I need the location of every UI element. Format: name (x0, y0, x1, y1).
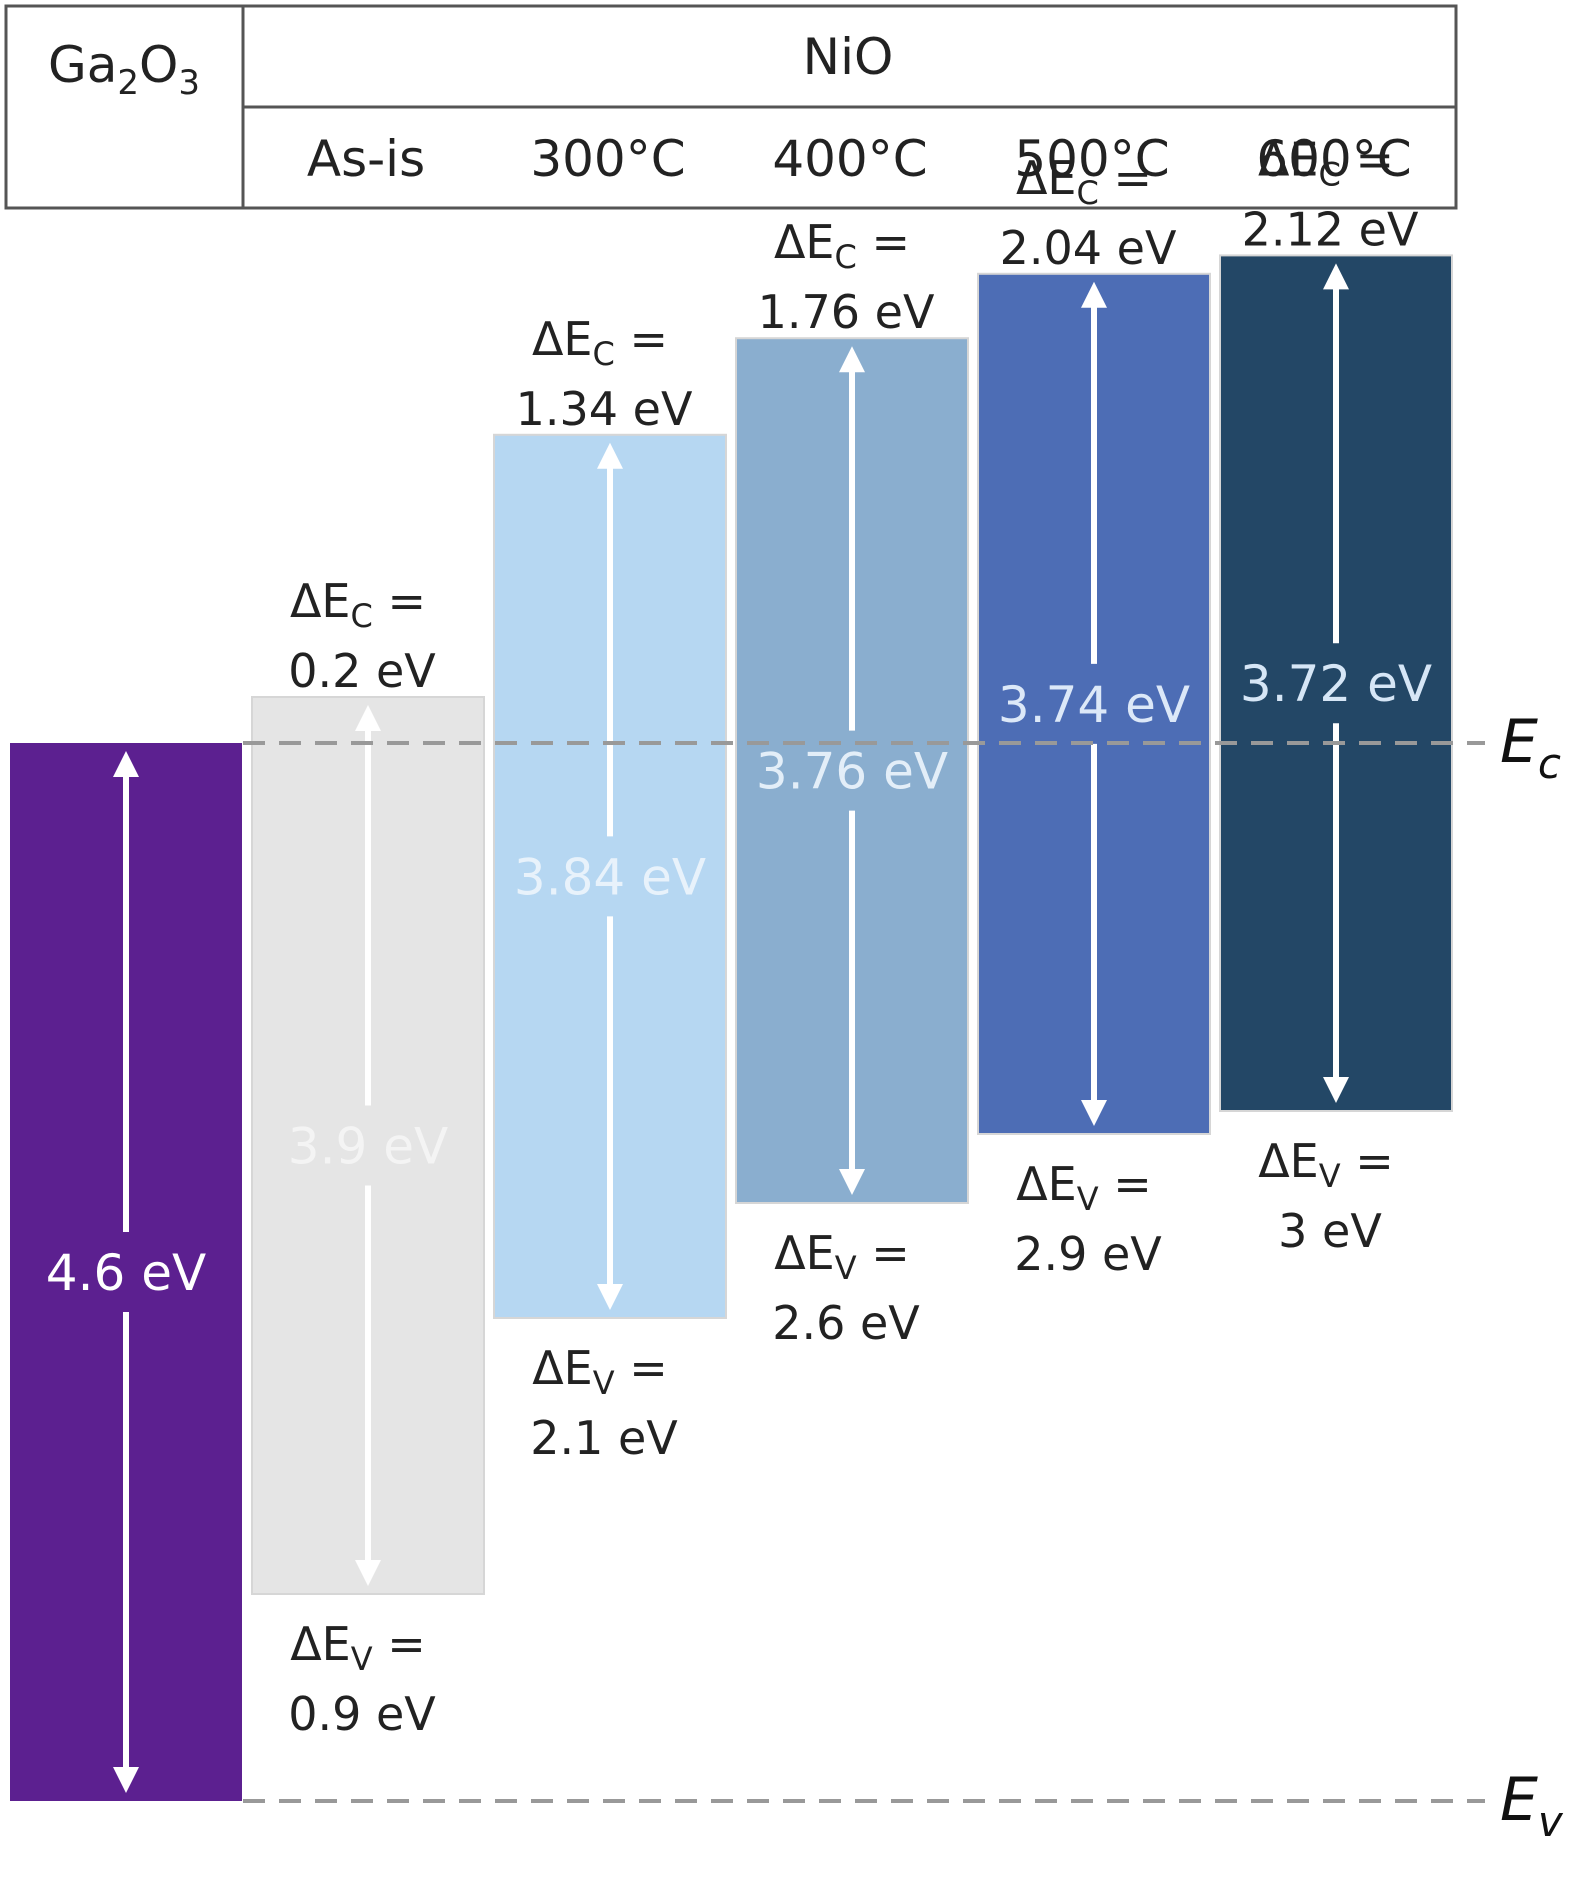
condition-header-600c: 600°C (1256, 130, 1411, 188)
band-columns: 4.6 eV 3.9 eV ΔEC = 0.2 eV ΔEV = 0.9 eV 3.84 e… (10, 132, 1453, 1801)
condition-header-as-is: As-is (307, 130, 425, 188)
band-column-nio-500-c: 3.74 eV ΔEC = 2.04 eV ΔEV = 2.9 eV (977, 151, 1211, 1281)
valence-offset-heading-nio-600-c: ΔEV = (1258, 1134, 1394, 1195)
valence-offset-value-nio-as-is: 0.9 eV (288, 1687, 436, 1741)
header-table: Ga2O3 NiO As-is 300°C 400°C 500°C 600°C (4, 4, 1458, 210)
band-column-ga2o3: 4.6 eV (10, 743, 242, 1801)
condition-header-500c: 500°C (1014, 130, 1169, 188)
ga2o3-header: Ga2O3 (48, 36, 200, 103)
condition-header-300c: 300°C (530, 130, 685, 188)
bandgap-arrow-nio-400-c (839, 346, 865, 1195)
band-column-nio-300-c: 3.84 eV ΔEC = 1.34 eV ΔEV = 2.1 eV (493, 312, 727, 1465)
bandgap-arrow-nio-300-c (597, 442, 623, 1310)
valence-offset-value-nio-500-c: 2.9 eV (1014, 1227, 1162, 1281)
ev-level-label: Ev (1500, 1765, 1564, 1846)
bandgap-label-nio-300-c: 3.84 eV (514, 848, 706, 906)
conduction-offset-heading-nio-as-is: ΔEC = (290, 574, 426, 635)
conduction-offset-heading-nio-400-c: ΔEC = (774, 215, 910, 276)
conduction-offset-value-nio-300-c: 1.34 eV (516, 382, 693, 436)
conduction-offset-value-nio-500-c: 2.04 eV (1000, 221, 1177, 275)
band-column-nio-as-is: 3.9 eV ΔEC = 0.2 eV ΔEV = 0.9 eV (251, 574, 485, 1741)
valence-offset-value-nio-600-c: 3 eV (1278, 1204, 1382, 1258)
band-column-nio-400-c: 3.76 eV ΔEC = 1.76 eV ΔEV = 2.6 eV (735, 215, 969, 1350)
bandgap-label-nio-500-c: 3.74 eV (998, 676, 1190, 734)
conduction-offset-value-nio-600-c: 2.12 eV (1242, 202, 1419, 256)
valence-offset-value-nio-400-c: 2.6 eV (772, 1296, 920, 1350)
band-column-nio-600-c: 3.72 eV ΔEC = 2.12 eV ΔEV = 3 eV (1219, 132, 1453, 1258)
bandgap-arrow-nio-600-c (1323, 263, 1349, 1103)
bandgap-label-nio-as-is: 3.9 eV (288, 1118, 448, 1176)
valence-offset-heading-nio-300-c: ΔEV = (532, 1341, 668, 1402)
bandgap-arrow-nio-500-c (1081, 281, 1107, 1126)
bandgap-label-nio-400-c: 3.76 eV (756, 743, 948, 801)
conduction-offset-value-nio-as-is: 0.2 eV (288, 644, 436, 698)
nio-header: NiO (803, 28, 894, 86)
valence-offset-value-nio-300-c: 2.1 eV (530, 1411, 678, 1465)
conduction-offset-value-nio-400-c: 1.76 eV (758, 285, 935, 339)
condition-header-400c: 400°C (772, 130, 927, 188)
conduction-offset-heading-nio-500-c: ΔEC = (1016, 151, 1152, 212)
conduction-offset-heading-nio-600-c: ΔEC = (1258, 132, 1394, 193)
bandgap-arrow-ga2o3 (113, 751, 139, 1793)
ec-level-label: Ec (1500, 707, 1561, 788)
bandgap-arrow-nio-as-is (355, 705, 381, 1586)
valence-offset-heading-nio-as-is: ΔEV = (290, 1617, 426, 1678)
bandgap-label-ga2o3: 4.6 eV (46, 1244, 206, 1302)
valence-offset-heading-nio-400-c: ΔEV = (774, 1226, 910, 1287)
valence-offset-heading-nio-500-c: ΔEV = (1016, 1157, 1152, 1218)
bandgap-label-nio-600-c: 3.72 eV (1240, 655, 1432, 713)
conduction-offset-heading-nio-300-c: ΔEC = (532, 312, 668, 373)
